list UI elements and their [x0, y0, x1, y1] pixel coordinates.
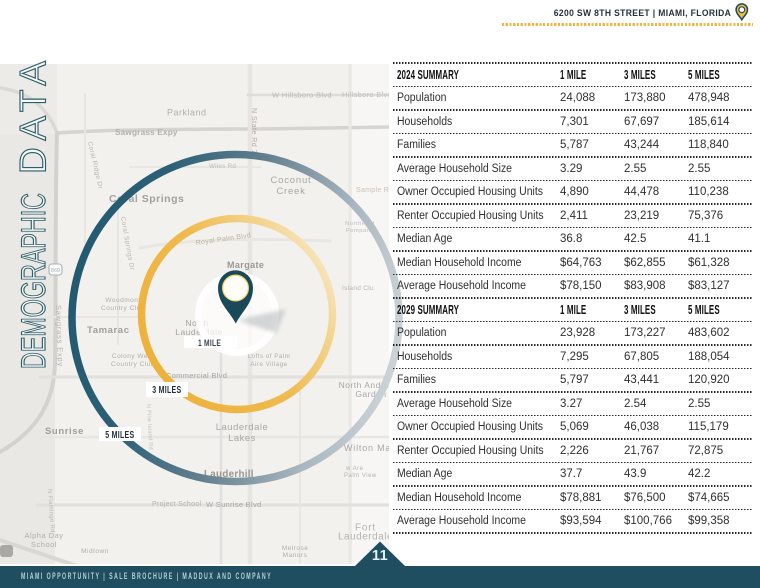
svg-text:W Hillsboro Blvd: W Hillsboro Blvd [272, 91, 332, 100]
svg-text:Melrose: Melrose [282, 545, 309, 552]
svg-text:Colony West: Colony West [112, 353, 154, 360]
svg-text:Country Club: Country Club [101, 305, 145, 312]
svg-text:North Andre: North Andre [339, 380, 389, 390]
svg-text:Fort: Fort [355, 523, 376, 534]
svg-text:Manors: Manors [283, 552, 308, 559]
svg-text:Sunrise: Sunrise [45, 426, 84, 437]
svg-text:Lauderdale: Lauderdale [338, 532, 389, 543]
svg-text:Midtown: Midtown [81, 548, 109, 555]
svg-text:Northeast: Northeast [345, 221, 375, 227]
svg-text:869: 869 [51, 268, 60, 274]
svg-text:N Pine Island Rd: N Pine Island Rd [145, 404, 153, 450]
svg-text:DEMOGRAPHIC: DEMOGRAPHIC [15, 193, 53, 369]
svg-text:Garden: Garden [355, 389, 386, 399]
svg-text:w Are: w Are [345, 466, 364, 472]
svg-text:Island Clu: Island Clu [342, 285, 374, 292]
svg-text:N Flamingo Rd: N Flamingo Rd [46, 489, 55, 533]
svg-text:Wilton Ma: Wilton Ma [344, 443, 389, 453]
svg-text:Palm View: Palm View [344, 473, 377, 479]
svg-text:N State Rd 7: N State Rd 7 [250, 108, 257, 154]
svg-text:Lauderdale: Lauderdale [216, 422, 269, 433]
svg-text:Pompano: Pompano [346, 228, 374, 234]
svg-text:W Sunrise Blvd: W Sunrise Blvd [206, 500, 261, 509]
svg-text:Coconut: Coconut [271, 175, 312, 186]
svg-text:Hillsboro Blvd: Hillsboro Blvd [342, 90, 389, 99]
svg-text:Lauderhill: Lauderhill [204, 469, 254, 480]
svg-text:Tamarac: Tamarac [87, 325, 130, 336]
svg-text:Commercial Blvd: Commercial Blvd [166, 371, 227, 380]
svg-text:Woodmont: Woodmont [105, 297, 140, 304]
svg-text:Project School: Project School [152, 501, 201, 508]
svg-text:Creek: Creek [276, 186, 305, 197]
svg-text:Lofts of Palm: Lofts of Palm [248, 353, 291, 360]
svg-text:Margate: Margate [227, 260, 264, 270]
svg-text:Lakes: Lakes [228, 433, 256, 444]
svg-text:Aire Village: Aire Village [250, 361, 287, 368]
svg-text:School: School [31, 540, 57, 549]
svg-text:Wiles Rd: Wiles Rd [209, 163, 236, 170]
svg-text:Sample Rd: Sample Rd [356, 187, 389, 194]
svg-text:Parkland: Parkland [167, 108, 207, 118]
svg-text:Lauderdale: Lauderdale [175, 327, 223, 337]
svg-text:Alpha Day: Alpha Day [24, 531, 63, 540]
svg-text:Country Club: Country Club [111, 361, 155, 368]
svg-text:Sawgrass Expy: Sawgrass Expy [54, 305, 65, 367]
svg-text:DATA: DATA [12, 61, 53, 174]
svg-text:Sawgrass Expy: Sawgrass Expy [115, 128, 178, 137]
